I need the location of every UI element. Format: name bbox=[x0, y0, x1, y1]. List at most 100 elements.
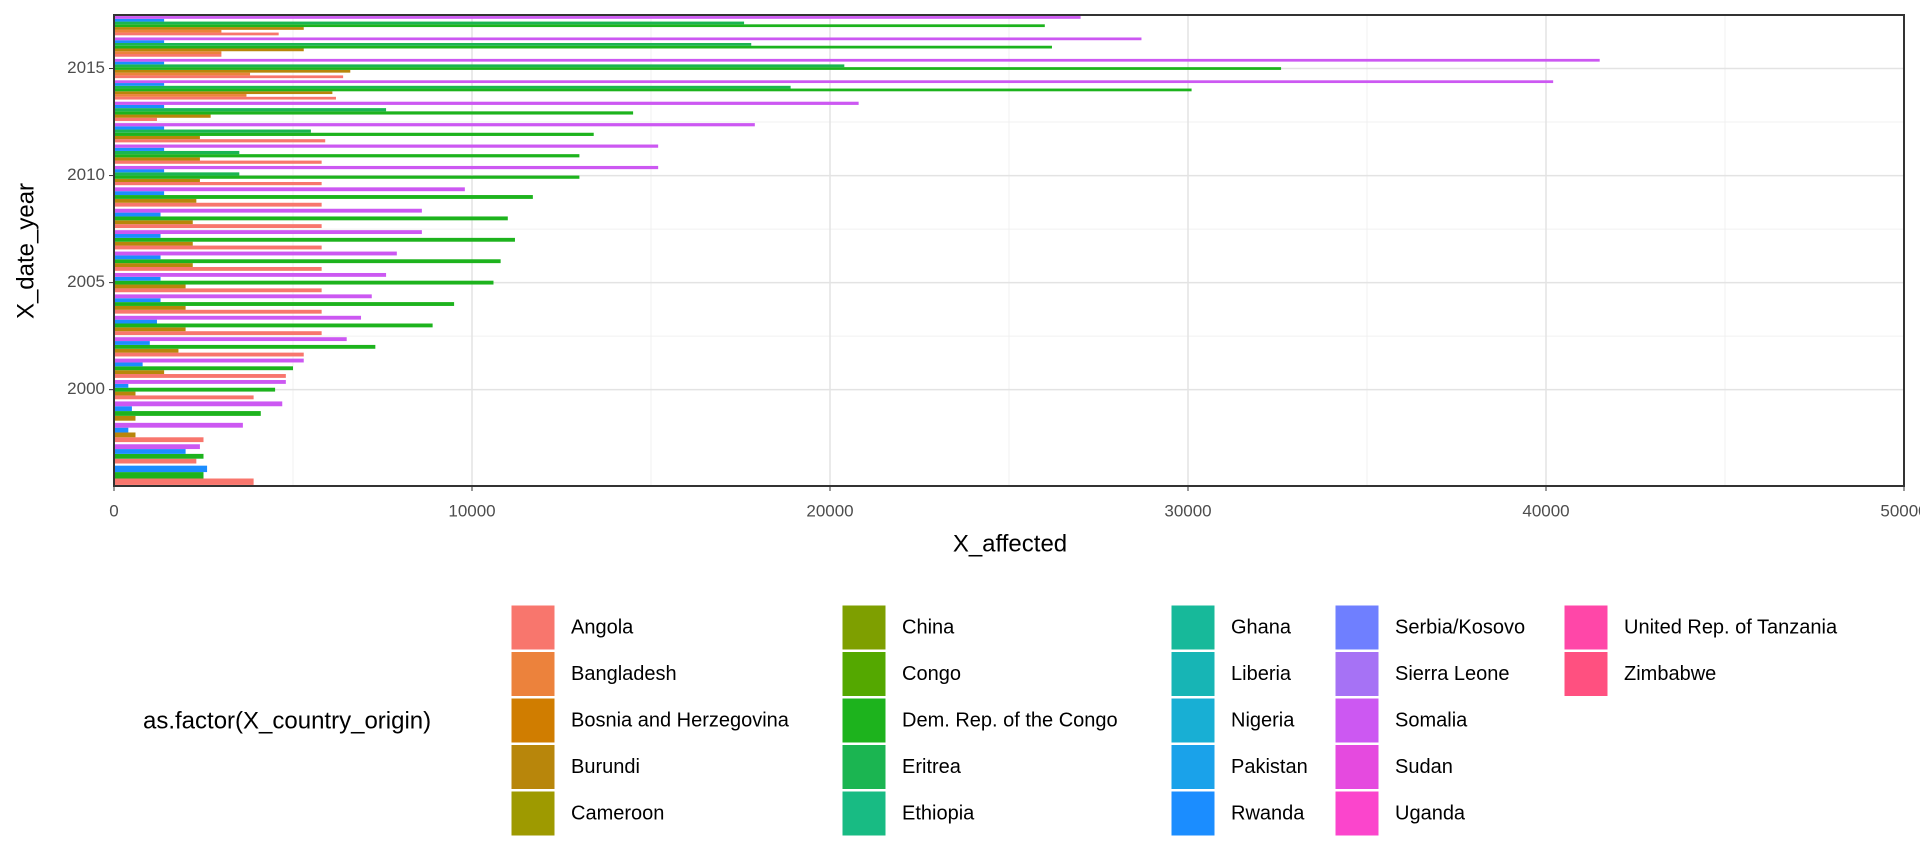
legend-label: China bbox=[902, 616, 955, 638]
legend-label: Burundi bbox=[571, 756, 640, 778]
bar bbox=[114, 411, 261, 416]
bar bbox=[114, 362, 143, 367]
legend-label: Sierra Leone bbox=[1395, 663, 1510, 685]
bar bbox=[114, 126, 165, 130]
bar bbox=[114, 383, 129, 388]
bar bbox=[114, 284, 186, 289]
legend-key bbox=[1563, 651, 1609, 697]
bar bbox=[114, 69, 351, 73]
bar bbox=[114, 449, 186, 454]
bar bbox=[114, 64, 845, 68]
bar bbox=[114, 319, 157, 324]
legend-key bbox=[1170, 651, 1216, 697]
bar bbox=[114, 458, 197, 464]
y-axis-title: X_date_year bbox=[12, 183, 39, 319]
bar bbox=[114, 437, 204, 443]
bar bbox=[114, 241, 193, 246]
legend-label: Dem. Rep. of the Congo bbox=[902, 709, 1118, 731]
legend-key bbox=[841, 744, 887, 790]
legend-key bbox=[1170, 790, 1216, 837]
bar bbox=[114, 144, 659, 148]
bar bbox=[114, 72, 251, 76]
bar bbox=[114, 366, 293, 371]
bar bbox=[114, 58, 1600, 62]
legend-label: Ethiopia bbox=[902, 802, 975, 824]
legend-label: United Rep. of Tanzania bbox=[1624, 616, 1838, 638]
panel-border bbox=[113, 14, 1905, 487]
legend-title: as.factor(X_country_origin) bbox=[143, 707, 431, 734]
bar bbox=[114, 337, 347, 342]
bar bbox=[114, 478, 254, 485]
legend-key bbox=[1170, 744, 1216, 790]
bar bbox=[114, 117, 157, 121]
bar bbox=[114, 75, 344, 79]
legend-key bbox=[1334, 651, 1380, 697]
bar bbox=[114, 139, 326, 143]
legend-key bbox=[510, 744, 556, 790]
bar bbox=[114, 94, 247, 97]
bar bbox=[114, 315, 362, 320]
bar bbox=[114, 309, 322, 314]
bar bbox=[114, 401, 283, 407]
x-tick-label: 0 bbox=[109, 501, 118, 520]
bar bbox=[114, 114, 211, 118]
bar bbox=[114, 157, 200, 161]
x-tick-label: 30000 bbox=[1164, 501, 1211, 520]
legend-label: Congo bbox=[902, 663, 961, 685]
bar bbox=[114, 160, 322, 164]
bar bbox=[114, 61, 165, 65]
legend-key bbox=[510, 790, 556, 837]
legend-key bbox=[1170, 697, 1216, 744]
bar bbox=[114, 374, 286, 378]
bar bbox=[114, 370, 165, 375]
bar bbox=[114, 132, 594, 136]
bar bbox=[114, 129, 311, 133]
bar bbox=[114, 198, 197, 203]
legend-label: Bosnia and Herzegovina bbox=[571, 709, 790, 731]
bar bbox=[114, 266, 322, 271]
bar bbox=[114, 21, 745, 25]
bar bbox=[114, 255, 161, 260]
bar bbox=[114, 234, 161, 238]
legend-label: Cameroon bbox=[571, 802, 664, 824]
bar bbox=[114, 344, 376, 349]
y-tick-label: 2005 bbox=[67, 272, 105, 291]
bar bbox=[114, 53, 222, 57]
legend-key bbox=[1334, 697, 1380, 744]
bar bbox=[114, 432, 136, 438]
legend-label: Rwanda bbox=[1231, 802, 1305, 824]
bar bbox=[114, 391, 136, 396]
legend-label: Bangladesh bbox=[571, 663, 677, 685]
x-tick-label: 40000 bbox=[1522, 501, 1569, 520]
bar bbox=[114, 45, 1052, 49]
bar bbox=[114, 208, 422, 213]
bar bbox=[114, 395, 254, 400]
bar bbox=[114, 380, 286, 384]
bar bbox=[114, 85, 791, 89]
legend-label: Angola bbox=[571, 616, 634, 638]
bar bbox=[114, 323, 433, 328]
bar bbox=[114, 195, 533, 199]
bar bbox=[114, 302, 455, 306]
bar bbox=[114, 276, 161, 281]
legend-label: Sudan bbox=[1395, 756, 1453, 778]
legend-label: Zimbabwe bbox=[1624, 663, 1716, 685]
bar bbox=[114, 40, 165, 43]
legend-key bbox=[841, 697, 887, 744]
bar bbox=[114, 165, 659, 170]
bar bbox=[114, 29, 222, 33]
bar bbox=[114, 212, 161, 217]
bar bbox=[114, 101, 859, 105]
bar bbox=[114, 331, 322, 336]
bar bbox=[114, 37, 1142, 41]
legend-key bbox=[841, 651, 887, 697]
legend-label: Liberia bbox=[1231, 663, 1292, 685]
legend-key bbox=[510, 697, 556, 744]
y-tick-label: 2000 bbox=[67, 379, 105, 398]
bar bbox=[114, 123, 755, 127]
bar bbox=[114, 427, 129, 433]
bar bbox=[114, 154, 580, 158]
legend-label: Eritrea bbox=[902, 756, 962, 778]
bar bbox=[114, 453, 204, 459]
bar bbox=[114, 444, 200, 450]
